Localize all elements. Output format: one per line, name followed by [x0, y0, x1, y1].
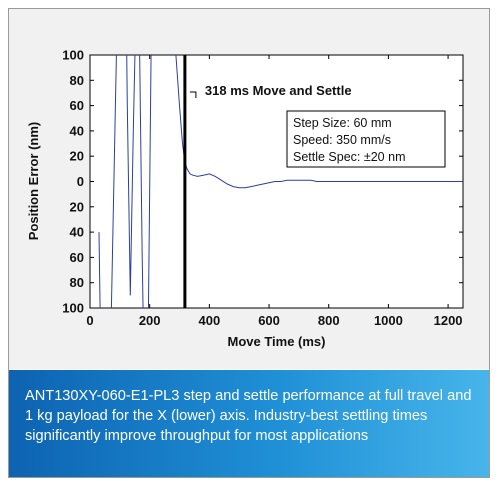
y-tick-label: 40 — [70, 123, 84, 138]
caption-text: ANT130XY-060-E1-PL3 step and settle perf… — [25, 388, 472, 444]
x-tick-label: 800 — [318, 313, 340, 328]
x-tick-label: 1200 — [434, 313, 463, 328]
position-error-series — [98, 55, 463, 308]
info-settle-spec: Settle Spec: ±20 nm — [293, 150, 405, 164]
y-tick-label: 40 — [70, 225, 84, 240]
x-tick-label: 400 — [199, 313, 221, 328]
y-tick-label: 20 — [70, 199, 84, 214]
y-tick-label: 60 — [70, 250, 84, 265]
info-speed: Speed: 350 mm/s — [293, 133, 391, 147]
info-step-size: Step Size: 60 mm — [293, 116, 392, 130]
x-tick-label: 600 — [258, 313, 280, 328]
y-tick-label: 20 — [70, 149, 84, 164]
x-tick-label: 0 — [86, 313, 93, 328]
info-box — [286, 110, 446, 168]
caption-banner: ANT130XY-060-E1-PL3 step and settle perf… — [9, 370, 489, 477]
y-tick-label: 60 — [70, 98, 84, 113]
y-tick-label: 80 — [70, 275, 84, 290]
annotation-bracket — [189, 91, 197, 98]
y-tick-label: 100 — [62, 48, 84, 63]
y-tick-label: 80 — [70, 73, 84, 88]
y-tick-label: 0 — [77, 174, 84, 189]
x-axis-title: Move Time (ms) — [227, 334, 325, 349]
y-axis-title: Position Error (nm) — [26, 122, 41, 240]
y-tick-label: 100 — [62, 301, 84, 316]
x-tick-label: 200 — [139, 313, 161, 328]
x-tick-label: 1000 — [374, 313, 403, 328]
settle-annotation: 318 ms Move and Settle — [205, 83, 352, 98]
x-axis-ticks: 0 200 400 600 800 1000 1200 — [86, 55, 463, 328]
y-axis-ticks: 100 80 60 40 20 0 20 40 60 80 100 — [62, 48, 463, 316]
